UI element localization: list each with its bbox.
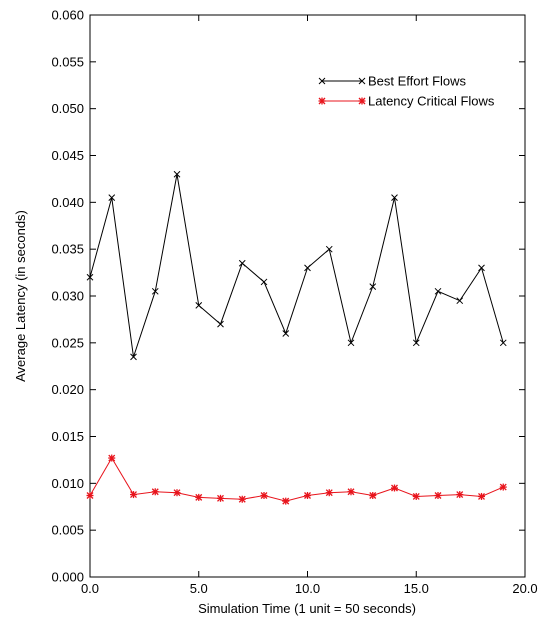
series-1-point xyxy=(304,264,311,272)
x-tick-label: 15.0 xyxy=(404,581,429,596)
series-2-point xyxy=(325,489,333,497)
series-1-point xyxy=(369,283,377,290)
series-2-point xyxy=(130,491,137,499)
x-tick-label: 0.0 xyxy=(81,581,99,596)
series-2-point xyxy=(151,488,159,496)
legend-marker xyxy=(318,77,326,85)
x-tick-label: 20.0 xyxy=(512,581,537,596)
series-1-point xyxy=(434,287,442,295)
series-1-point xyxy=(86,273,94,281)
series-1-point xyxy=(217,320,224,328)
y-tick-label: 0.055 xyxy=(51,54,84,69)
y-axis-label: Average Latency (in seconds) xyxy=(13,210,28,382)
series-2-point xyxy=(238,495,246,503)
series-2-point xyxy=(456,491,464,499)
x-axis: 0.0 5.0 10.0 15.0 20.0 xyxy=(81,15,538,596)
series-1-point xyxy=(282,330,290,337)
series-2-point xyxy=(347,488,355,496)
y-tick-label: 0.060 xyxy=(51,8,84,23)
series-2-point xyxy=(195,493,203,501)
legend-marker xyxy=(358,97,366,105)
series-line-2 xyxy=(89,457,504,502)
x-tick-label: 5.0 xyxy=(190,581,208,596)
series-1-point xyxy=(151,287,159,295)
y-tick-label: 0.040 xyxy=(51,195,84,210)
series-1-point xyxy=(347,339,355,347)
series-1-point xyxy=(173,170,181,178)
series-1-point xyxy=(456,297,464,305)
series-2-point xyxy=(86,492,94,500)
legend-label: Best Effort Flows xyxy=(368,74,467,89)
series-1-point xyxy=(238,259,246,267)
series-2-point xyxy=(478,492,485,500)
legend: Best Effort Flows Latency Critical Flows xyxy=(318,74,495,109)
series-1-point xyxy=(412,339,420,347)
series-1-point xyxy=(195,302,203,309)
series-1-point xyxy=(260,278,268,286)
y-tick-label: 0.000 xyxy=(51,570,84,585)
legend-label: Latency Critical Flows xyxy=(368,94,495,109)
series-2-point xyxy=(108,454,116,462)
y-tick-label: 0.010 xyxy=(51,476,84,491)
series-2-point xyxy=(173,489,181,497)
series-1-point xyxy=(478,264,485,272)
x-tick-label: 10.0 xyxy=(295,581,320,596)
series-2-point xyxy=(217,494,224,502)
series-layer xyxy=(86,170,507,505)
series-1-point xyxy=(391,194,398,202)
x-axis-label: Simulation Time (1 unit = 50 seconds) xyxy=(198,601,416,616)
series-line-1 xyxy=(89,174,504,358)
series-1-point xyxy=(130,353,137,361)
y-tick-label: 0.030 xyxy=(51,289,84,304)
legend-marker xyxy=(358,77,366,85)
y-tick-label: 0.020 xyxy=(51,382,84,397)
series-2-point xyxy=(412,492,420,500)
series-2-point xyxy=(499,483,507,491)
y-tick-label: 0.045 xyxy=(51,148,84,163)
y-tick-label: 0.050 xyxy=(51,101,84,116)
series-1-point xyxy=(499,339,507,347)
series-2-point xyxy=(282,497,290,505)
series-2-point xyxy=(391,484,398,492)
y-tick-label: 0.015 xyxy=(51,429,84,444)
series-1-point xyxy=(108,194,116,202)
legend-marker xyxy=(318,97,326,105)
y-tick-label: 0.025 xyxy=(51,335,84,350)
series-2-point xyxy=(369,492,377,500)
y-tick-label: 0.035 xyxy=(51,242,84,257)
series-1-point xyxy=(325,245,333,253)
series-2-point xyxy=(304,492,311,500)
series-2-point xyxy=(260,492,268,500)
series-2-point xyxy=(434,492,442,500)
y-axis: 0.000 0.005 0.010 0.015 0.020 0.025 0.030 0.035… xyxy=(51,8,525,585)
y-tick-label: 0.005 xyxy=(51,523,84,538)
